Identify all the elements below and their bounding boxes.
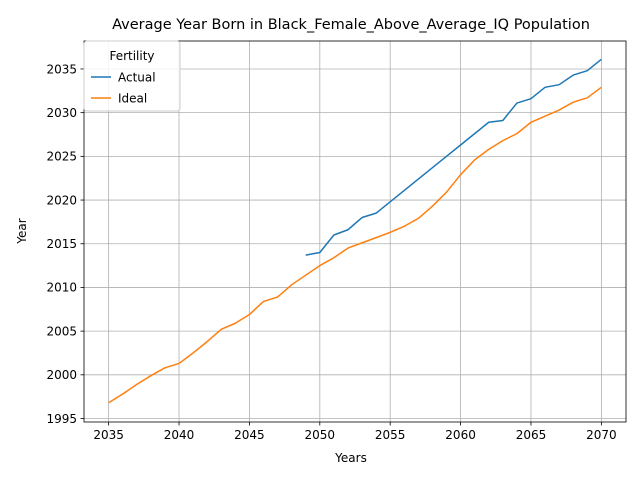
legend-box	[83, 40, 181, 112]
x-axis-label: Years	[334, 451, 367, 465]
series-line-actual	[305, 58, 602, 256]
series-lines	[108, 58, 602, 404]
y-tick-label: 2000	[46, 368, 77, 382]
legend-title: Fertility	[109, 49, 154, 63]
y-tick-label: 2035	[46, 62, 77, 76]
y-tick-label: 2010	[46, 281, 77, 295]
y-tick-label: 2015	[46, 237, 77, 251]
x-tick-label: 2060	[445, 428, 476, 442]
legend-label-actual: Actual	[118, 71, 156, 85]
axes-frame	[83, 40, 627, 423]
y-tick-label: 2025	[46, 150, 77, 164]
x-tick-label: 2070	[586, 428, 617, 442]
y-tick-label: 2005	[46, 324, 77, 338]
x-tick-label: 2045	[234, 428, 265, 442]
x-tick-label: 2035	[93, 428, 124, 442]
x-tick-label: 2050	[305, 428, 336, 442]
legend: Fertility Actual Ideal	[83, 40, 181, 112]
axes	[80, 40, 627, 426]
x-tick-label: 2040	[164, 428, 195, 442]
x-tick-label: 2065	[516, 428, 547, 442]
series-line-ideal	[108, 86, 602, 404]
y-tick-label: 2030	[46, 106, 77, 120]
y-tick-label: 1995	[46, 412, 77, 426]
tick-labels: 2035 2040 2045 2050 2055 2060 2065 2070 1995 2000…	[46, 62, 616, 442]
legend-label-ideal: Ideal	[118, 92, 147, 106]
y-tick-label: 2020	[46, 193, 77, 207]
x-tick-label: 2055	[375, 428, 406, 442]
grid	[84, 41, 626, 422]
chart-title: Average Year Born in Black_Female_Above_…	[112, 17, 590, 33]
y-axis-label: Year	[15, 218, 29, 244]
